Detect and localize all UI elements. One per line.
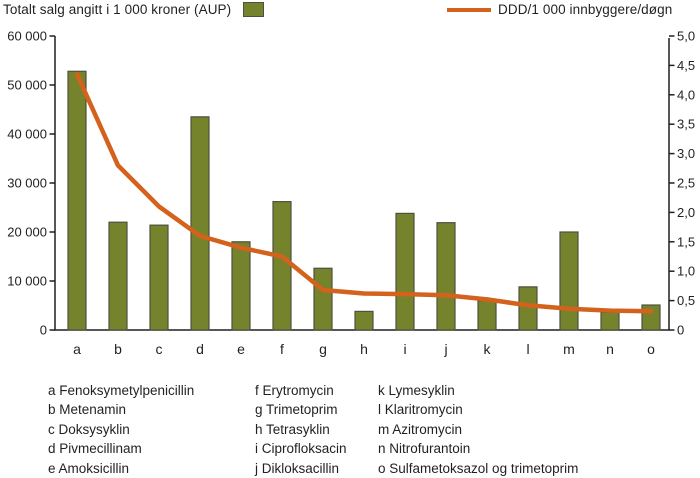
footnote-column-k-o: k Lymesyklin l Klaritromycin m Azitromycin… [378, 381, 578, 478]
bar-f [272, 201, 292, 331]
footnote-item: l Klaritromycin [378, 402, 463, 418]
sales-ddd-chart: 0 10 000 20 000 30 000 40 000 50 000 60 000 0 0,… [7, 29, 695, 358]
bar-a [67, 70, 87, 331]
bar-n [600, 311, 620, 331]
category-label-o: o [647, 341, 655, 357]
right-axis-tick-label: 4,5 [677, 58, 695, 73]
bar-series-legend: Totalt salg angitt i 1 000 kroner (AUP) [3, 2, 265, 17]
category-label-k: k [484, 341, 492, 357]
bar-e [231, 241, 251, 331]
footnote-item: f Erytromycin [255, 383, 334, 398]
bar-c [149, 224, 169, 331]
line-legend-swatch-icon [447, 7, 491, 12]
right-axis-tick-label: 2,0 [677, 205, 695, 220]
bar-l [518, 286, 538, 331]
right-axis-tick-label: 1,5 [677, 234, 695, 249]
bar-m [559, 231, 579, 331]
bar-k [477, 300, 497, 331]
category-label-n: n [606, 341, 614, 357]
footnote-item: d Pivmecillinam [48, 441, 142, 457]
category-label-a: a [73, 341, 81, 357]
right-axis-tick-label: 5,0 [677, 29, 695, 44]
left-axis-tick-label: 20 000 [7, 225, 47, 240]
footnote-item: j Dikloksacillin [255, 460, 340, 476]
category-label-d: d [196, 341, 204, 357]
right-axis-tick-label: 1,0 [677, 264, 695, 279]
right-axis-tick-label: 4,0 [677, 87, 695, 102]
left-axis-tick-label: 30 000 [7, 176, 47, 191]
ddd-line [74, 71, 654, 314]
category-label-i: i [403, 341, 406, 357]
category-label-j: j [443, 341, 447, 357]
bar-b [108, 221, 128, 331]
footnote-item: m Azitromycin [378, 421, 463, 437]
left-axis-tick-label: 10 000 [7, 274, 47, 289]
footnote-column-f-j: f Erytromycin g Trimetoprim h Tetrasyklin i… [255, 381, 347, 478]
footnote-item: g Trimetoprim [255, 402, 338, 418]
line-legend-label: DDD/1 000 innbyggere/døgn [498, 2, 673, 17]
bar-d [190, 116, 210, 331]
left-axis-tick-label: 40 000 [7, 127, 47, 142]
category-label-c: c [156, 341, 163, 357]
category-label-b: b [114, 341, 122, 357]
category-label-m: m [563, 341, 575, 357]
footnote-item: a Fenoksymetylpenicillin [48, 383, 195, 398]
right-axis-tick-label: 3,5 [677, 117, 695, 132]
footnote-item: c Doksysyklin [48, 421, 130, 437]
footnote-item: h Tetrasyklin [255, 421, 330, 437]
left-axis-tick-label: 60 000 [7, 29, 47, 44]
footnote-item: n Nitrofurantoin [378, 441, 471, 457]
category-label-l: l [526, 341, 529, 357]
category-label-e: e [237, 341, 245, 357]
line-series-legend: DDD/1 000 innbyggere/døgn [447, 2, 672, 17]
category-label-f: f [280, 341, 284, 357]
footnote-column-a-e: a Fenoksymetylpenicillin b Metenamin c Dok… [48, 381, 194, 478]
left-axis-tick-label: 50 000 [7, 78, 47, 93]
footnote-item: b Metenamin [48, 402, 127, 418]
category-label-g: g [319, 341, 327, 357]
footnote-item: k Lymesyklin [378, 383, 455, 398]
right-axis-tick-label: 0,5 [677, 293, 695, 308]
footnote-item: e Amoksicillin [48, 460, 130, 476]
bar-j [436, 222, 456, 331]
bar-i [395, 212, 415, 331]
footnote-item: i Ciprofloksacin [255, 441, 347, 457]
right-axis-tick-label: 3,0 [677, 146, 695, 161]
bar-g [313, 267, 333, 331]
bar-legend-swatch-icon [243, 2, 265, 17]
footnote-item: o Sulfametoksazol og trimetoprim [378, 460, 579, 476]
bar-h [354, 310, 374, 331]
category-label-h: h [360, 341, 368, 357]
right-axis-tick-label: 2,5 [677, 176, 695, 191]
bar-o [641, 304, 661, 331]
left-axis-tick-label: 0 [40, 323, 47, 338]
bar-legend-label: Totalt salg angitt i 1 000 kroner (AUP) [3, 2, 232, 17]
right-axis-tick-label: 0 [677, 323, 684, 338]
